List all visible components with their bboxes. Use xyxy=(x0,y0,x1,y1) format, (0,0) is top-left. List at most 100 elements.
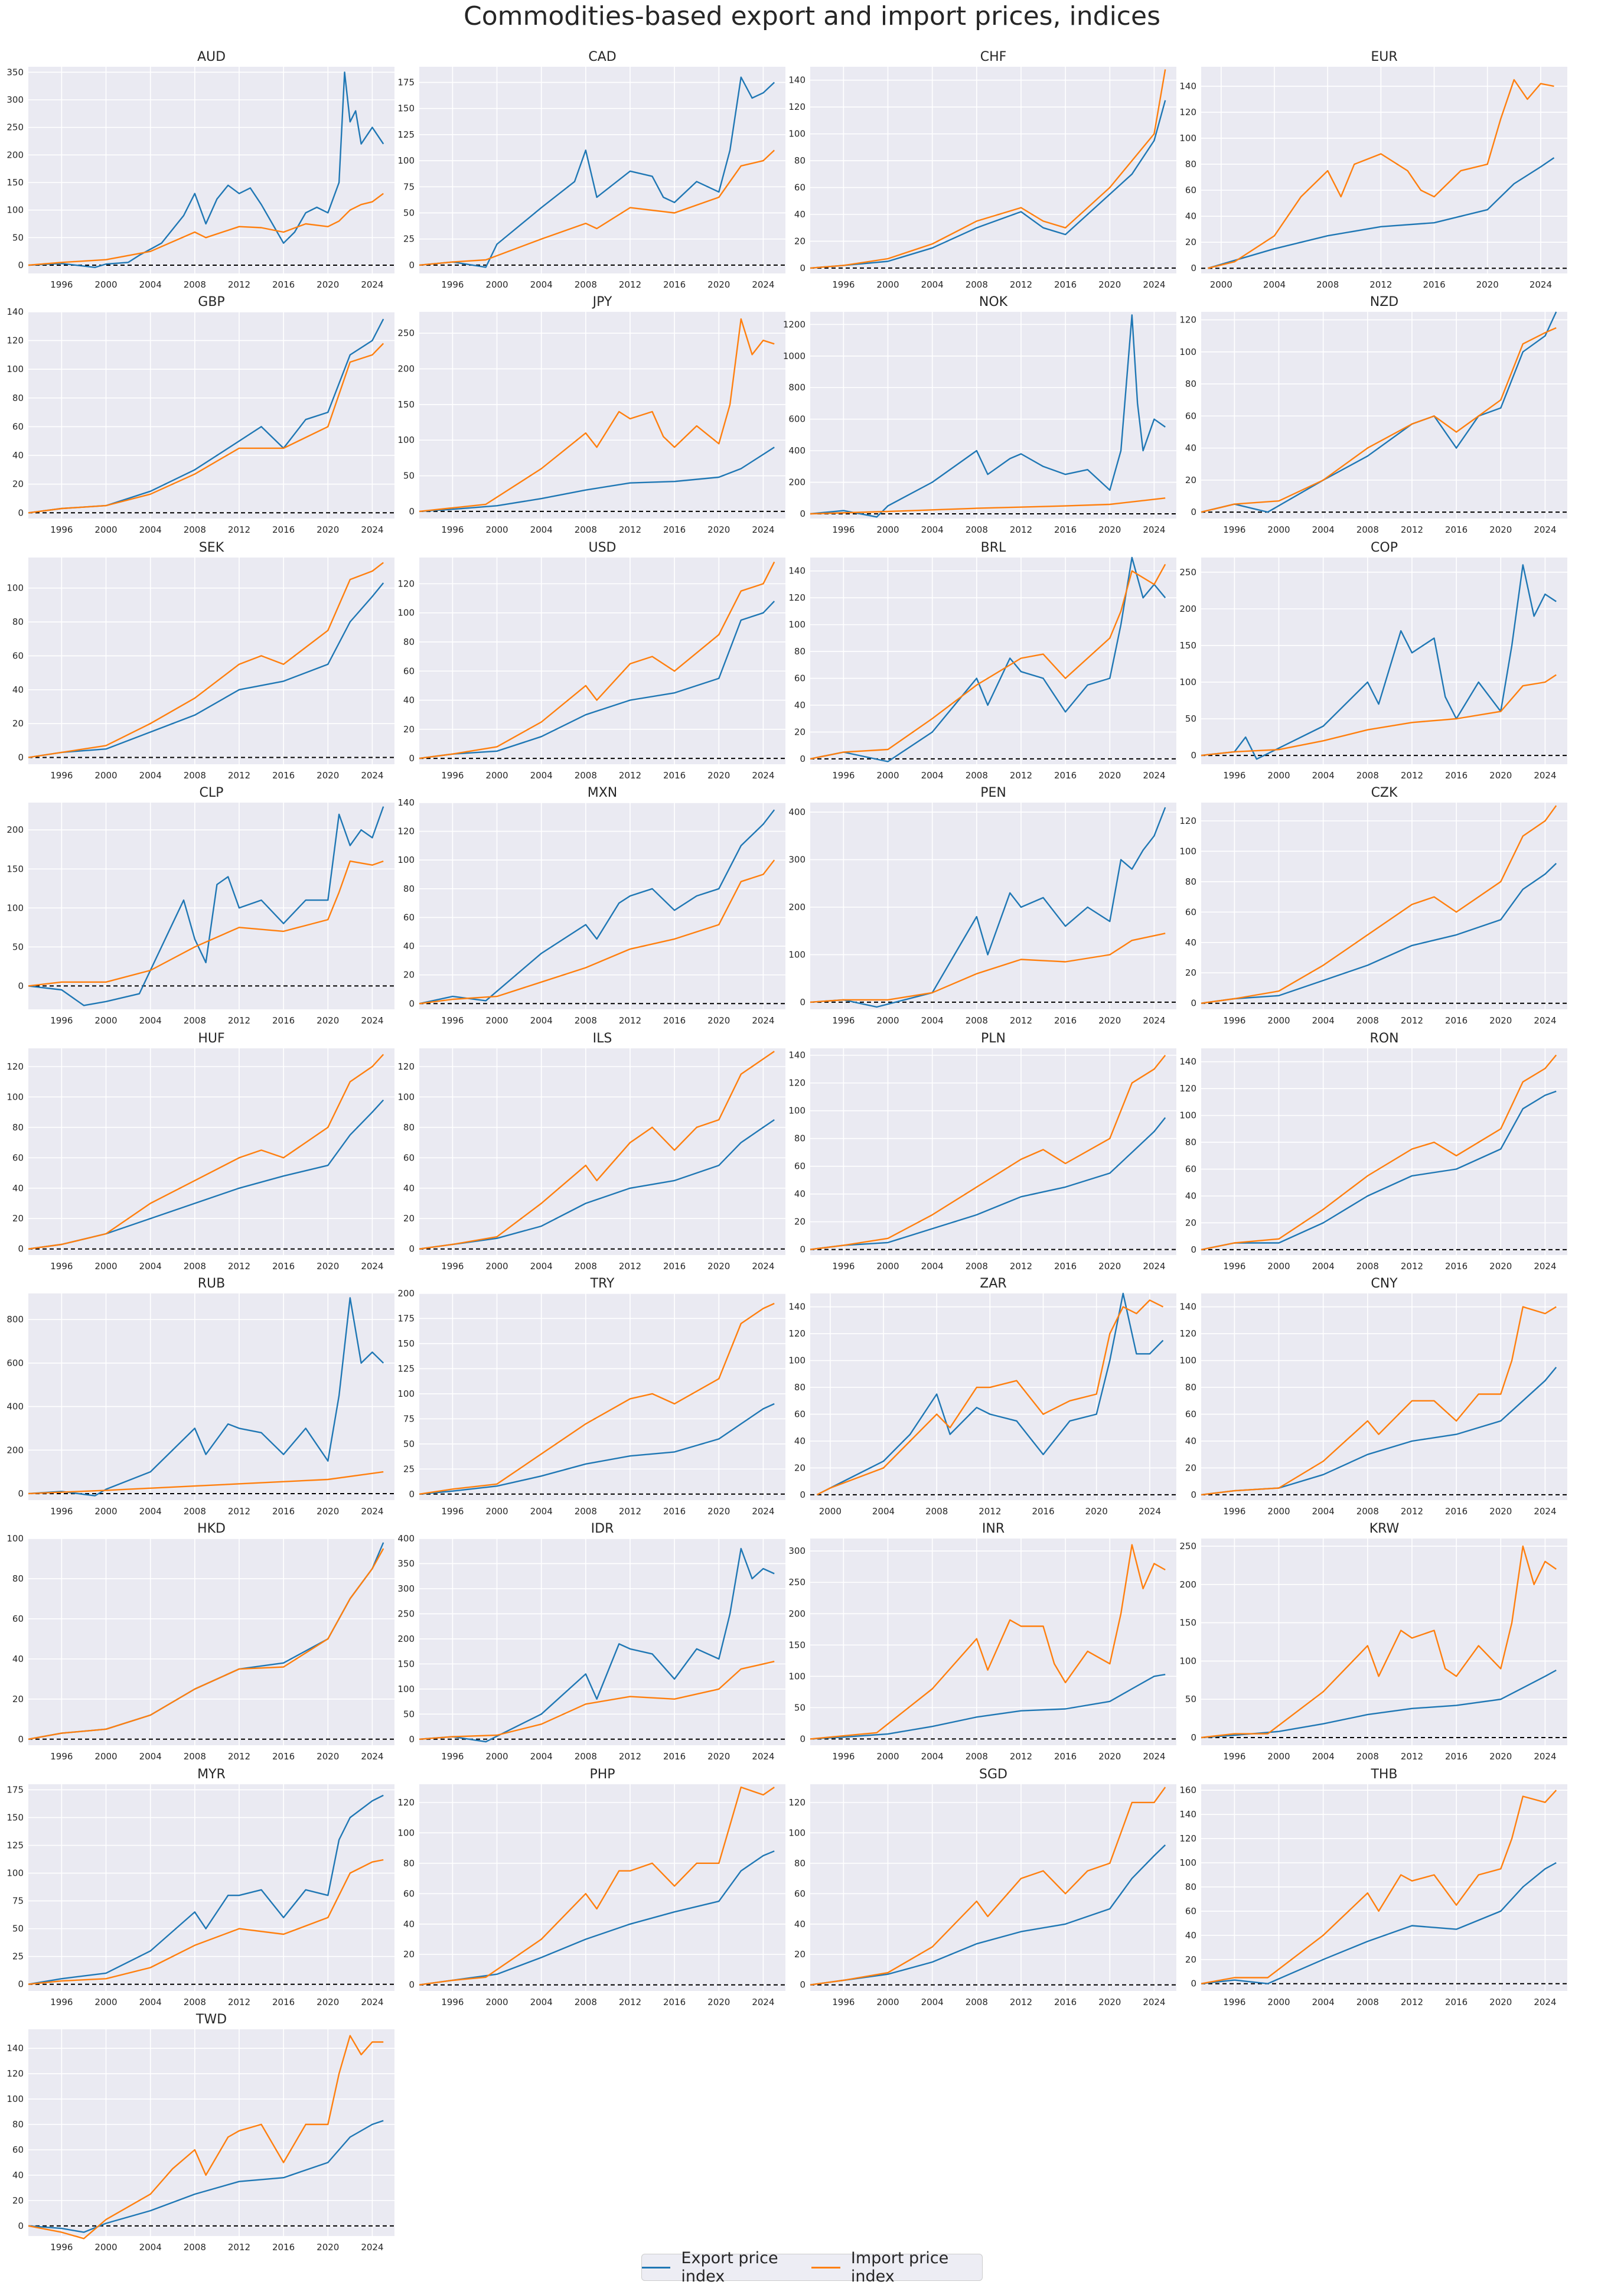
figure-title: Commodities-based export and import pric… xyxy=(464,1,1160,31)
panel-title: CZK xyxy=(1371,786,1398,800)
y-tick-label: 350 xyxy=(6,67,24,77)
x-tick-label: 2012 xyxy=(619,524,641,535)
import-price-line-mxn xyxy=(419,859,775,1005)
y-tick-label: 40 xyxy=(794,700,806,710)
x-tick-label: 1996 xyxy=(832,1751,855,1762)
y-tick-label: 80 xyxy=(794,646,806,657)
x-tick-label: 2012 xyxy=(1401,1751,1423,1762)
export-price-line-thb xyxy=(1201,1862,1557,1984)
y-tick-label: 250 xyxy=(397,328,415,338)
y-tick-label: 140 xyxy=(1179,1302,1196,1312)
y-tick-label: 40 xyxy=(1185,1191,1196,1201)
x-tick-label: 2020 xyxy=(1489,1015,1512,1026)
x-tick-label: 2004 xyxy=(530,1997,553,2007)
chart-myr: 1996 2000 2004 2008 2012 2016 2020 2024 0 25 50 75 1… xyxy=(6,1767,394,2007)
y-tick-label: 150 xyxy=(397,1338,415,1349)
x-tick-label: 2008 xyxy=(1356,770,1379,781)
y-tick-label: 400 xyxy=(6,1402,24,1412)
x-tick-label: 1996 xyxy=(441,1506,464,1517)
y-tick-label: 200 xyxy=(397,364,415,374)
x-tick-label: 2000 xyxy=(485,1751,508,1762)
x-tick-label: 2008 xyxy=(575,1751,597,1762)
x-tick-label: 2020 xyxy=(707,1751,730,1762)
x-tick-label: 1996 xyxy=(1223,1506,1245,1517)
y-tick-label: 75 xyxy=(403,1413,415,1424)
chart-thb: 1996 2000 2004 2008 2012 2016 2020 2024 0 20 40 60 8… xyxy=(1179,1767,1567,2007)
x-tick-label: 2004 xyxy=(139,1261,162,1272)
y-tick-label: 300 xyxy=(397,1583,415,1594)
x-tick-label: 2016 xyxy=(1445,770,1468,781)
y-tick-label: 75 xyxy=(12,1896,24,1906)
x-tick-label: 2020 xyxy=(1098,770,1121,781)
panel-title: CLP xyxy=(200,786,224,800)
x-tick-label: 1996 xyxy=(50,1261,73,1272)
y-tick-label: 120 xyxy=(397,1797,415,1808)
export-price-line-jpy xyxy=(419,446,775,513)
x-tick-label: 2024 xyxy=(1143,1015,1165,1026)
y-tick-label: 100 xyxy=(1179,1110,1196,1121)
x-tick-label: 2008 xyxy=(184,1506,206,1517)
y-tick-label: 80 xyxy=(1185,876,1196,887)
x-tick-label: 1996 xyxy=(50,770,73,781)
x-tick-label: 2016 xyxy=(663,279,686,290)
x-tick-label: 2024 xyxy=(1534,770,1556,781)
chart-nok: 1996 2000 2004 2008 2012 2016 2020 2024 0 200 400 6… xyxy=(783,295,1176,535)
x-tick-label: 2024 xyxy=(752,524,774,535)
x-tick-label: 2004 xyxy=(139,1997,162,2007)
x-tick-label: 1996 xyxy=(832,279,855,290)
x-tick-label: 2016 xyxy=(1445,1261,1468,1272)
y-tick-label: 120 xyxy=(397,578,415,589)
x-tick-label: 2008 xyxy=(575,279,597,290)
x-tick-label: 2020 xyxy=(1489,770,1512,781)
x-tick-label: 2004 xyxy=(921,1997,944,2007)
y-tick-label: 50 xyxy=(794,1702,806,1713)
y-tick-label: 200 xyxy=(6,1445,24,1455)
y-tick-label: 100 xyxy=(1179,677,1196,687)
y-tick-label: 25 xyxy=(403,1464,415,1474)
chart-cad: 1996 2000 2004 2008 2012 2016 2020 2024 0 25 50 75 1… xyxy=(397,50,785,290)
x-tick-label: 2000 xyxy=(819,1506,842,1517)
x-tick-label: 2008 xyxy=(575,770,597,781)
y-tick-label: 60 xyxy=(12,421,24,432)
y-tick-label: 100 xyxy=(6,583,24,594)
x-tick-label: 2024 xyxy=(752,1015,774,1026)
x-tick-label: 2016 xyxy=(1054,1997,1077,2007)
y-tick-label: 40 xyxy=(1185,1930,1196,1941)
x-tick-label: 2024 xyxy=(361,770,383,781)
x-tick-label: 2012 xyxy=(228,524,250,535)
x-tick-label: 2000 xyxy=(485,524,508,535)
y-tick-label: 0 xyxy=(1191,750,1196,761)
y-tick-label: 120 xyxy=(788,592,806,603)
panel-title: PLN xyxy=(981,1031,1006,1046)
x-tick-label: 2000 xyxy=(94,1506,117,1517)
chart-ron: 1996 2000 2004 2008 2012 2016 2020 2024 0 20 40 60 8… xyxy=(1179,1031,1567,1272)
import-price-line-usd xyxy=(419,561,775,760)
export-price-line-ils xyxy=(419,1119,775,1250)
x-tick-label: 2008 xyxy=(1316,279,1339,290)
import-price-line-aud xyxy=(28,193,384,266)
import-price-line-try xyxy=(419,1302,775,1495)
y-tick-label: 20 xyxy=(1185,237,1196,247)
x-tick-label: 2024 xyxy=(1534,1506,1556,1517)
y-tick-label: 200 xyxy=(397,1634,415,1644)
x-tick-label: 2012 xyxy=(979,1506,1001,1517)
plot-area xyxy=(28,1539,394,1745)
y-tick-label: 0 xyxy=(1191,1490,1196,1500)
x-tick-label: 2004 xyxy=(921,1261,944,1272)
y-tick-label: 140 xyxy=(788,566,806,576)
x-tick-label: 1996 xyxy=(441,1261,464,1272)
chart-cop: 1996 2000 2004 2008 2012 2016 2020 2024 0 50 100 15… xyxy=(1179,540,1567,781)
x-tick-label: 2024 xyxy=(1534,1261,1556,1272)
x-tick-label: 2016 xyxy=(663,770,686,781)
chart-jpy: 1996 2000 2004 2008 2012 2016 2020 2024 0 50 100 15… xyxy=(397,295,785,535)
y-tick-label: 0 xyxy=(800,1244,806,1255)
x-tick-label: 2008 xyxy=(575,524,597,535)
y-tick-label: 150 xyxy=(6,1812,24,1823)
x-tick-label: 2024 xyxy=(1143,279,1165,290)
chart-mxn: 1996 2000 2004 2008 2012 2016 2020 2024 0 20 40 60 8… xyxy=(397,786,785,1026)
y-tick-label: 100 xyxy=(6,364,24,374)
import-price-line-rub xyxy=(28,1471,384,1495)
y-tick-label: 20 xyxy=(1185,475,1196,485)
import-price-line-clp xyxy=(28,860,384,987)
